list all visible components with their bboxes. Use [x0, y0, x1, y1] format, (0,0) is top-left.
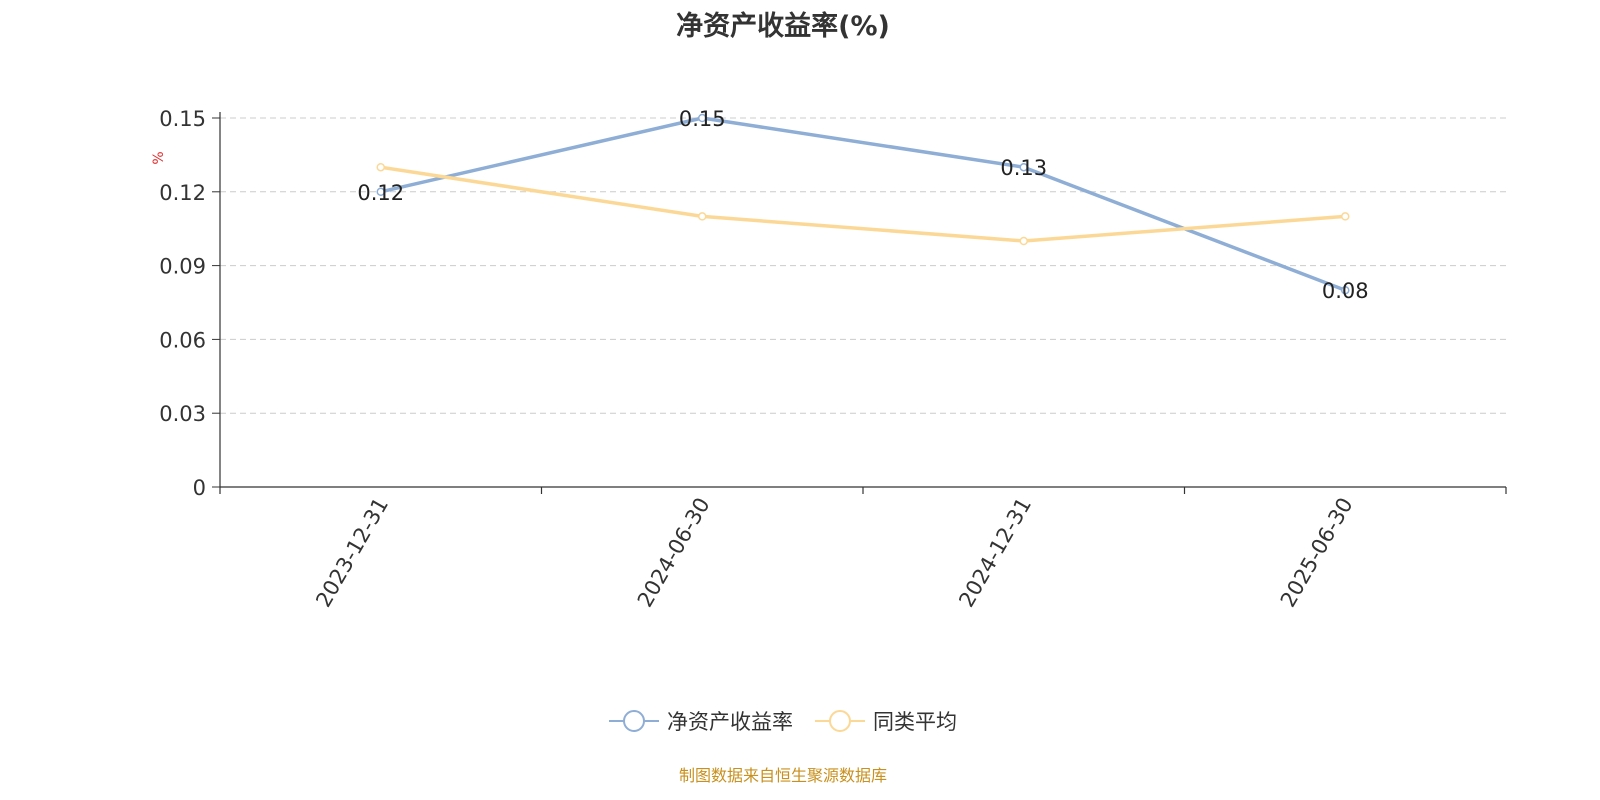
series-1-point — [1341, 212, 1350, 221]
series — [376, 113, 1350, 295]
legend: 净资产收益率 同类平均 — [0, 706, 1566, 736]
y-tick-label: 0.12 — [159, 181, 206, 205]
series-1-point — [698, 212, 707, 221]
series-line-1 — [380, 165, 1346, 243]
series-0-point — [376, 187, 385, 197]
legend-item-roe[interactable]: 净资产收益率 — [609, 706, 793, 736]
legend-roe-marker-icon — [609, 710, 659, 732]
legend-roe-label: 净资产收益率 — [667, 710, 793, 734]
data-label: 0.08 — [1322, 279, 1369, 303]
x-tick-label: 2025-06-30 — [1276, 494, 1358, 612]
source-note: 制图数据来自恒生聚源数据库 — [678, 766, 887, 785]
series-line-0 — [380, 116, 1346, 292]
data-label: 0.13 — [1000, 156, 1047, 180]
data-label: 0.15 — [679, 107, 726, 131]
y-tick-label: 0.15 — [159, 107, 206, 131]
series-0-point — [698, 113, 707, 123]
legend-item-peer-average[interactable]: 同类平均 — [815, 706, 957, 736]
y-axis-unit-label: % — [151, 151, 167, 164]
series-0-point — [1019, 162, 1028, 172]
x-tick-label: 2023-12-31 — [311, 494, 393, 612]
grid-lines — [220, 117, 1506, 414]
x-tick-label: 2024-06-30 — [633, 494, 715, 612]
x-tick-label: 2024-12-31 — [954, 494, 1036, 612]
series-1-point — [1019, 236, 1028, 246]
y-tick-label: 0.03 — [159, 402, 206, 426]
y-tick-label: 0.09 — [159, 255, 206, 279]
y-tick-label: 0.06 — [159, 328, 206, 352]
y-tick-label: 0 — [193, 476, 206, 500]
series-1-point — [376, 162, 385, 172]
legend-peer-marker-icon — [815, 710, 865, 732]
legend-peer-label: 同类平均 — [873, 710, 957, 734]
chart-title: 净资产收益率(%) — [676, 11, 890, 42]
series-0-point — [1341, 285, 1350, 295]
data-label: 0.12 — [357, 181, 404, 205]
data-labels: 0.12 0.15 0.13 0.08 — [357, 107, 1368, 303]
